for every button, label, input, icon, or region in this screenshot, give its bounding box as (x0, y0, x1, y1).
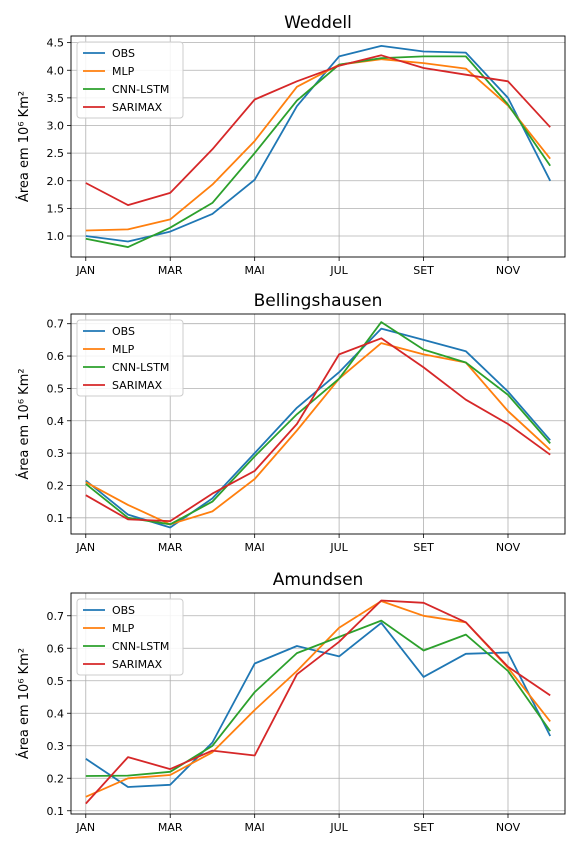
x-tick-label: MAR (158, 541, 183, 554)
x-tick-label: MAR (158, 264, 183, 277)
x-tick-label: JUL (329, 541, 348, 554)
chart-title: Weddell (284, 13, 352, 33)
series-line-mlp (85, 58, 551, 232)
legend-box (76, 319, 184, 397)
series-line-obs (85, 622, 552, 788)
y-tick-label: 0.3 (47, 447, 65, 460)
legend-label-sarimax: SARIMAX (112, 379, 163, 392)
x-tick-label: MAI (245, 821, 265, 834)
chart-panel-1: Weddell JAN MAR MAI JUL SET NOV 1.0 1.5 2.0 2.5 3.0… (16, 13, 566, 277)
x-tick-label: NOV (496, 264, 521, 277)
y-tick-label: 0.5 (47, 382, 65, 395)
y-tick-label: 4.5 (47, 37, 65, 50)
legend-label-sarimax: SARIMAX (112, 658, 163, 671)
x-tick-label: SET (413, 541, 434, 554)
x-tick-label: MAI (245, 264, 265, 277)
y-tick-label: 0.4 (47, 707, 65, 720)
x-tick-label: MAR (158, 821, 183, 834)
legend-label-cnn-lstm: CNN-LSTM (112, 640, 169, 653)
x-tick-label: NOV (496, 821, 521, 834)
y-tick-label: 1.5 (47, 202, 65, 215)
y-tick-label: 2.0 (47, 175, 65, 188)
legend-label-mlp: MLP (112, 622, 135, 635)
y-axis-label: Área em 10⁶ Km² (16, 648, 32, 759)
y-tick-label: 0.3 (47, 740, 65, 753)
series-line-cnn-lstm (85, 321, 551, 526)
y-tick-label: 4.0 (47, 64, 65, 77)
y-tick-label: 0.6 (47, 642, 65, 655)
x-tick-label: MAI (245, 541, 265, 554)
y-tick-label: 0.1 (47, 512, 65, 525)
legend-label-obs: OBS (112, 604, 135, 617)
plot-frame (70, 592, 566, 815)
y-tick-label: 0.2 (47, 479, 65, 492)
series-line-sarimax (85, 599, 551, 805)
series-line-cnn-lstm (85, 619, 551, 777)
legend-label-sarimax: SARIMAX (112, 101, 163, 114)
legend-box (76, 598, 184, 676)
y-tick-label: 3.5 (47, 92, 65, 105)
chart-title: Amundsen (273, 570, 364, 590)
y-tick-label: 0.7 (47, 610, 65, 623)
chart-title: Bellingshausen (254, 291, 383, 311)
y-axis-label: Área em 10⁶ Km² (16, 368, 32, 479)
legend-label-obs: OBS (112, 47, 135, 60)
x-tick-label: JAN (75, 821, 95, 834)
y-axis-label: Área em 10⁶ Km² (16, 91, 32, 202)
plot-frame (70, 35, 566, 258)
y-tick-label: 0.4 (47, 415, 65, 428)
x-tick-label: JAN (75, 541, 95, 554)
legend-label-cnn-lstm: CNN-LSTM (112, 361, 169, 374)
series-line-cnn-lstm (85, 55, 551, 249)
series-line-obs (85, 45, 552, 243)
y-tick-label: 0.7 (47, 318, 65, 331)
plot-frame (70, 313, 566, 535)
legend-box (76, 41, 184, 119)
chart-panel-3: Amundsen JAN MAR MAI JUL SET NOV 0.1 0.2 0.3 0.4 0.… (16, 570, 566, 834)
y-tick-label: 0.1 (47, 805, 65, 818)
x-tick-label: JUL (329, 264, 348, 277)
x-tick-label: JAN (75, 264, 95, 277)
y-tick-label: 1.0 (47, 230, 65, 243)
x-tick-label: SET (413, 264, 434, 277)
chart-panel-2: Bellingshausen JAN MAR MAI JUL SET NOV 0.1 0.2 0.… (16, 291, 566, 554)
y-tick-label: 0.5 (47, 675, 65, 688)
y-tick-label: 2.5 (47, 147, 65, 160)
legend-label-obs: OBS (112, 325, 135, 338)
y-tick-label: 0.2 (47, 772, 65, 785)
x-tick-label: JUL (329, 821, 348, 834)
legend-label-cnn-lstm: CNN-LSTM (112, 83, 169, 96)
legend-label-mlp: MLP (112, 343, 135, 356)
x-tick-label: NOV (496, 541, 521, 554)
series-line-sarimax (85, 337, 551, 522)
y-tick-label: 3.0 (47, 120, 65, 133)
x-tick-label: SET (413, 821, 434, 834)
series-line-sarimax (85, 54, 551, 207)
legend-label-mlp: MLP (112, 65, 135, 78)
y-tick-label: 0.6 (47, 350, 65, 363)
